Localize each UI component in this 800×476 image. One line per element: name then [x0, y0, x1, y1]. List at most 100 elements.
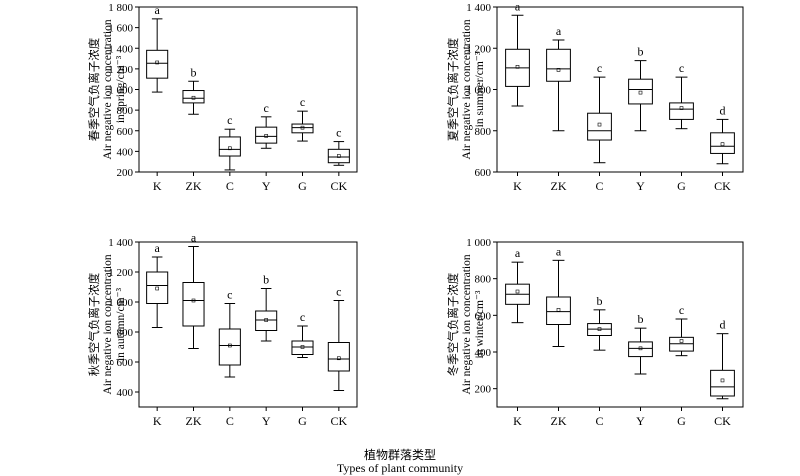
box-iqr — [546, 296, 571, 325]
y-tick-label: 600 — [475, 310, 492, 322]
y-tick-label: 600 — [117, 357, 134, 369]
chart-panel-1: 200 400 600 800 1 000 1 200 1 400 1 600 1 800 春季空… — [87, 2, 358, 193]
y-tick-label: 1 200 — [108, 64, 133, 76]
y-axis-title-english: Air negative ion concentration — [102, 19, 114, 159]
significance-letter: c — [336, 126, 341, 140]
chart-panel-2: 600 800 1 000 1 200 1 400 夏季空气负离子浓度 Air negati… — [446, 0, 744, 193]
mean-marker — [720, 142, 725, 146]
box-iqr — [146, 271, 169, 304]
mean-marker — [155, 286, 159, 291]
y-tick-label: 600 — [475, 167, 492, 179]
x-tick-label: CK — [330, 414, 347, 428]
mean-marker — [679, 106, 684, 110]
box-Y: c — [255, 101, 278, 149]
x-tick-label: ZK — [186, 414, 202, 428]
box-G: c — [291, 95, 314, 142]
box-Y: b — [628, 312, 653, 375]
mean-marker — [191, 298, 196, 303]
significance-letter: b — [263, 273, 269, 287]
y-tick-label: 800 — [475, 274, 492, 286]
x-axis-title-chinese: 植物群落类型 — [363, 448, 436, 462]
significance-letter: b — [638, 45, 644, 59]
significance-letter: a — [556, 244, 562, 258]
box-ZK: a — [546, 24, 571, 132]
significance-letter: b — [191, 65, 197, 79]
x-tick-label: Y — [636, 414, 645, 428]
box-K: a — [505, 246, 530, 324]
y-axis-title-chinese: 夏季空气负离子浓度 — [446, 37, 460, 141]
significance-letter: d — [720, 103, 726, 117]
box-iqr — [255, 310, 278, 331]
y-axis-title-english: Air negative ion concentration — [102, 254, 114, 394]
significance-letter: c — [336, 285, 341, 299]
mean-marker — [264, 318, 268, 322]
y-tick-label: 1 600 — [108, 23, 133, 35]
y-tick-label: 400 — [117, 387, 134, 399]
x-tick-label: C — [595, 414, 603, 428]
significance-letter: a — [556, 24, 562, 38]
plot-frame — [496, 241, 744, 408]
x-tick-label: ZK — [186, 179, 202, 193]
box-iqr — [182, 282, 205, 327]
x-tick-label: K — [153, 414, 162, 428]
box-CK: d — [710, 318, 735, 400]
y-tick-label: 1 000 — [466, 85, 491, 97]
significance-letter: b — [638, 312, 644, 326]
y-axis-title-chinese: 冬季空气负离子浓度 — [446, 272, 460, 376]
significance-letter: a — [515, 0, 521, 13]
x-tick-label: ZK — [551, 179, 567, 193]
mean-marker — [638, 90, 643, 95]
significance-letter: c — [597, 61, 602, 75]
box-iqr — [291, 340, 314, 355]
mean-marker — [638, 346, 643, 351]
x-tick-label: Y — [262, 179, 271, 193]
mean-marker — [191, 95, 196, 100]
y-tick-label: 1 200 — [108, 267, 133, 279]
x-tick-label: ZK — [551, 414, 567, 428]
significance-letter: b — [597, 294, 603, 308]
box-ZK: b — [182, 65, 205, 115]
box-C: c — [587, 61, 612, 164]
mean-marker — [679, 339, 684, 343]
plot-frame — [138, 6, 358, 173]
box-iqr — [587, 112, 612, 141]
mean-marker — [597, 327, 602, 331]
y-axis-title-chinese: 秋季空气负离子浓度 — [87, 272, 101, 376]
y-tick-label: 1 400 — [108, 43, 133, 55]
significance-letter: c — [264, 101, 269, 115]
significance-letter: c — [227, 113, 232, 127]
y-axis-title-unit: in autumn/cm⁻³ — [115, 287, 127, 361]
y-axis-title-english: Air negative ion concentration — [461, 254, 473, 394]
mean-marker — [556, 68, 561, 72]
significance-letter: c — [300, 310, 305, 324]
box-iqr — [628, 341, 653, 358]
box-CK: c — [327, 126, 350, 166]
mean-marker — [155, 60, 159, 65]
box-C: b — [587, 294, 612, 351]
y-axis-title-unit: in spring/cm⁻³ — [115, 55, 127, 123]
y-axis-title-unit: in winter/cm⁻³ — [474, 290, 486, 359]
x-tick-label: G — [677, 414, 686, 428]
significance-letter: c — [679, 61, 684, 75]
plot-frame — [138, 241, 358, 408]
y-axis-title-chinese: 春季空气负离子浓度 — [87, 37, 101, 141]
x-tick-label: K — [513, 414, 522, 428]
x-tick-label: G — [298, 414, 307, 428]
mean-marker — [228, 146, 232, 151]
box-K: a — [505, 0, 530, 107]
significance-letter: a — [155, 3, 161, 17]
box-iqr — [669, 102, 694, 120]
box-C: c — [218, 288, 241, 378]
mean-marker — [556, 308, 561, 312]
box-iqr — [628, 78, 653, 105]
y-tick-label: 1 000 — [108, 85, 133, 97]
y-tick-label: 800 — [117, 105, 134, 117]
x-tick-label: Y — [262, 414, 271, 428]
x-tick-label: C — [595, 179, 603, 193]
mean-marker — [300, 345, 305, 349]
box-ZK: a — [182, 231, 205, 349]
y-tick-label: 1 000 — [466, 237, 491, 249]
box-iqr — [710, 369, 735, 397]
significance-letter: c — [227, 288, 232, 302]
box-G: c — [669, 61, 694, 130]
